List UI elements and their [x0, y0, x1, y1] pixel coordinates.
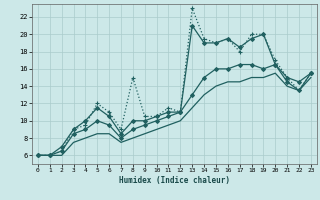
X-axis label: Humidex (Indice chaleur): Humidex (Indice chaleur)	[119, 176, 230, 185]
